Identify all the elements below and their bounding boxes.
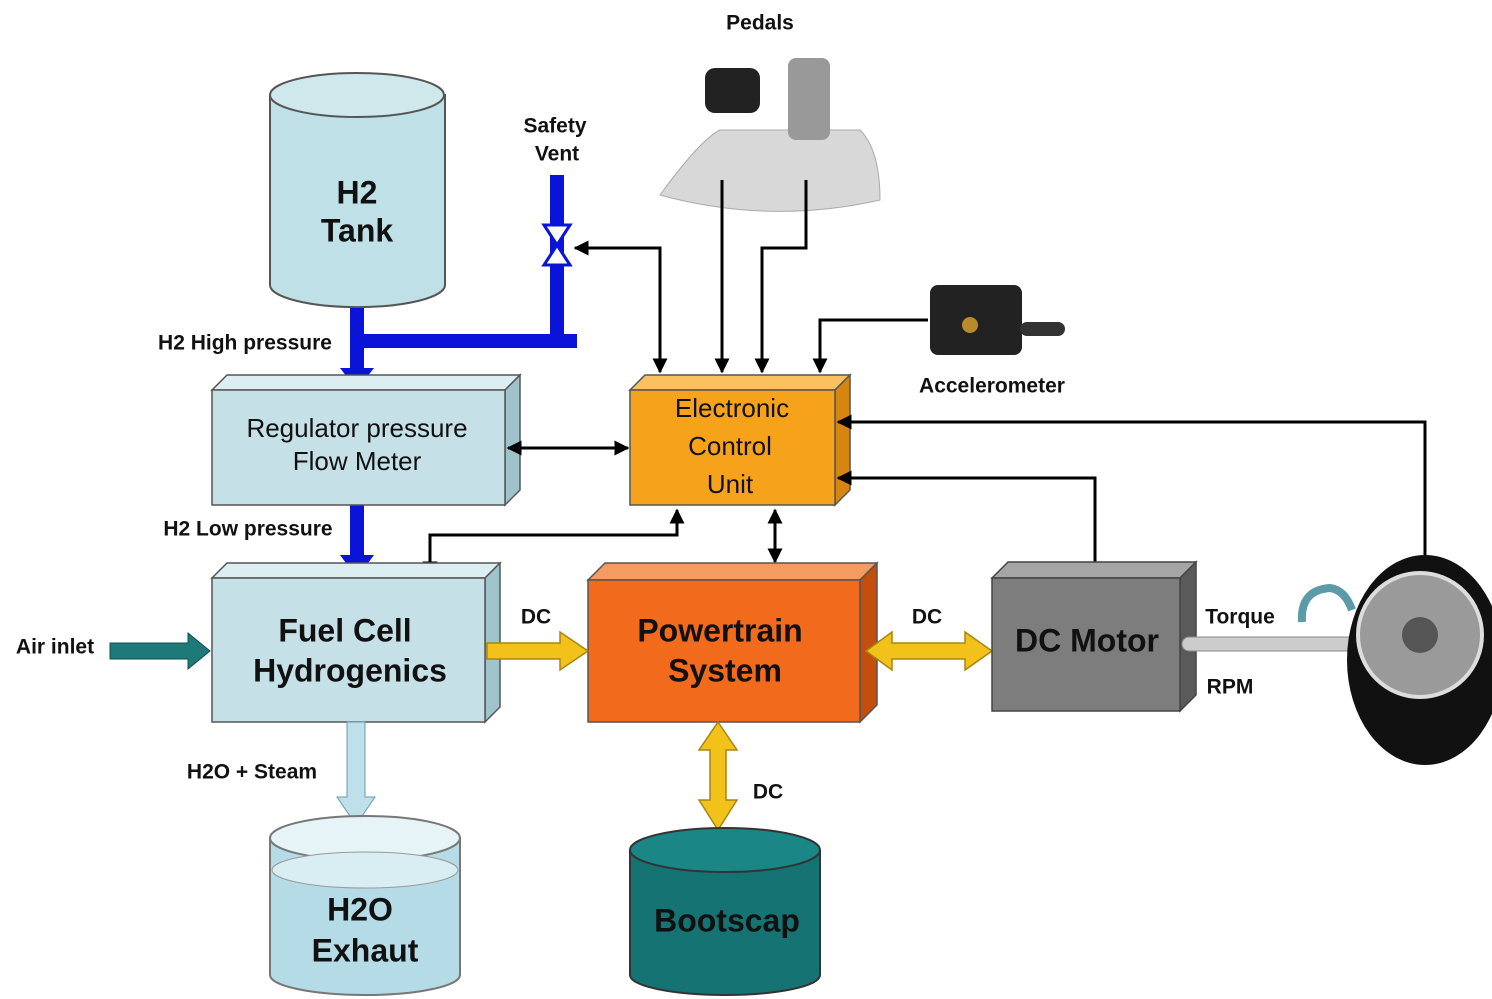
bootscap-label: Bootscap [654,902,800,938]
box-side [505,375,520,505]
box-top [212,375,520,390]
signal-line [575,248,660,372]
shaft [1182,637,1357,651]
diagram: Pedals H2 Tank Safety Vent H2 High press… [0,0,1492,999]
dc-motor-label: DC Motor [1015,622,1159,658]
fuel-cell-label: Fuel Cell [278,612,411,648]
powertrain-label: System [668,652,782,688]
wheel [1347,555,1492,765]
h2o-exhaust-label: H2O [327,891,393,927]
signal-line [838,478,1095,562]
accelerometer-label: Accelerometer [919,375,1065,398]
ecu-label: Electronic [675,393,789,423]
box-side [860,563,877,722]
edge-label: RPM [1207,676,1254,699]
h2-tank-label: Tank [321,212,394,248]
pipe [357,334,577,348]
box-top [630,375,850,390]
powertrain-label: Powertrain [637,612,802,648]
box-top [588,563,877,580]
box-side [835,375,850,505]
air-arrow [110,633,210,669]
edge-label: DC [753,781,783,804]
edge-label: H2 High pressure [158,332,332,355]
pedals-icon [660,58,880,211]
sensor-cable [1020,322,1065,336]
pedals-label: Pedals [726,12,794,35]
steam-arrow [337,722,375,825]
safety-vent-label: Vent [535,143,579,166]
ecu-label: Control [688,431,772,461]
dc-arrow [866,632,992,670]
box-front [588,580,860,722]
tank-top [270,73,444,117]
regulator-label: Regulator pressure [246,413,467,443]
box-top [212,563,500,578]
accelerometer-icon [930,285,1065,355]
pipe [350,505,364,557]
edge-label: DC [521,606,551,629]
dc-arrow [699,722,737,830]
sensor-dot [962,317,978,333]
tank-top [630,828,820,872]
gas-pedal [788,58,830,140]
water-surface [272,852,458,888]
box-top [992,562,1196,578]
ecu-label: Unit [707,469,754,499]
dc-arrow [487,632,588,670]
hub [1402,617,1438,653]
rotation-arrow [1302,588,1352,622]
edge-label: H2O + Steam [187,761,317,784]
brake-pedal [705,68,760,113]
fuel-cell-label: Hydrogenics [253,652,447,688]
edge-label: Torque [1205,606,1275,629]
safety-vent-label: Safety [523,115,586,138]
signal-line [820,320,928,372]
h2-tank-label: H2 [337,174,378,210]
h2o-exhaust-label: Exhaut [312,932,419,968]
edge-label: DC [912,606,942,629]
edge-label: H2 Low pressure [163,518,332,541]
air-inlet-label: Air inlet [16,636,94,659]
pedal-base [660,130,880,211]
valve [544,225,570,265]
box-front [212,578,485,722]
regulator-label: Flow Meter [293,446,422,476]
signal-line [838,422,1425,560]
